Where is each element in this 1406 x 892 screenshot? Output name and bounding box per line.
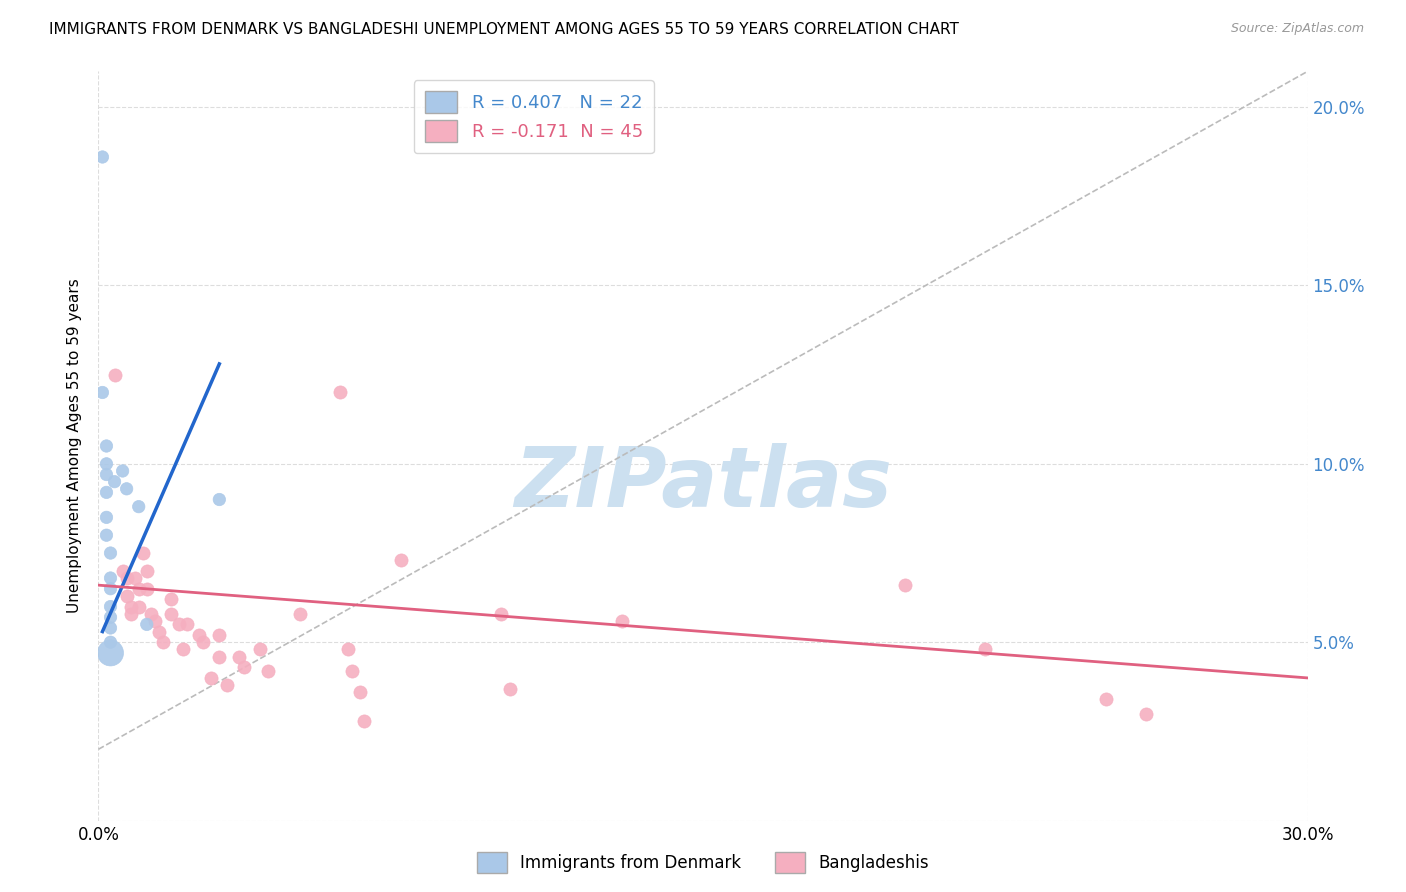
- Point: [103, 368, 125, 382]
- Point: [120, 599, 142, 614]
- Point: [148, 624, 170, 639]
- Point: [115, 482, 138, 496]
- Point: [100, 635, 122, 649]
- Point: [100, 610, 122, 624]
- Point: [974, 642, 997, 657]
- Point: [124, 571, 146, 585]
- Point: [96, 510, 118, 524]
- Point: [96, 439, 118, 453]
- Point: [135, 582, 157, 596]
- Point: [208, 628, 231, 642]
- Point: [96, 528, 118, 542]
- Point: [337, 642, 360, 657]
- Point: [172, 642, 194, 657]
- Point: [111, 564, 134, 578]
- Point: [893, 578, 915, 592]
- Point: [389, 553, 412, 567]
- Point: [100, 646, 122, 660]
- Point: [128, 599, 150, 614]
- Text: IMMIGRANTS FROM DENMARK VS BANGLADESHI UNEMPLOYMENT AMONG AGES 55 TO 59 YEARS CO: IMMIGRANTS FROM DENMARK VS BANGLADESHI U…: [49, 22, 959, 37]
- Point: [256, 664, 278, 678]
- Point: [342, 664, 364, 678]
- Point: [329, 385, 352, 400]
- Point: [491, 607, 513, 621]
- Point: [91, 385, 114, 400]
- Point: [120, 607, 142, 621]
- Point: [167, 617, 190, 632]
- Point: [115, 589, 138, 603]
- Point: [128, 500, 150, 514]
- Point: [228, 649, 250, 664]
- Y-axis label: Unemployment Among Ages 55 to 59 years: Unemployment Among Ages 55 to 59 years: [67, 278, 83, 614]
- Text: Source: ZipAtlas.com: Source: ZipAtlas.com: [1230, 22, 1364, 36]
- Point: [353, 714, 375, 728]
- Point: [100, 599, 122, 614]
- Point: [208, 492, 231, 507]
- Point: [200, 671, 222, 685]
- Text: ZIPatlas: ZIPatlas: [515, 443, 891, 524]
- Point: [176, 617, 198, 632]
- Point: [96, 457, 118, 471]
- Point: [188, 628, 211, 642]
- Legend: R = 0.407   N = 22, R = -0.171  N = 45: R = 0.407 N = 22, R = -0.171 N = 45: [413, 80, 654, 153]
- Point: [135, 564, 157, 578]
- Point: [160, 592, 183, 607]
- Point: [232, 660, 254, 674]
- Point: [100, 582, 122, 596]
- Point: [143, 614, 166, 628]
- Point: [91, 150, 114, 164]
- Point: [1095, 692, 1118, 706]
- Point: [498, 681, 520, 696]
- Point: [217, 678, 239, 692]
- Legend: Immigrants from Denmark, Bangladeshis: Immigrants from Denmark, Bangladeshis: [471, 846, 935, 880]
- Point: [111, 464, 134, 478]
- Point: [193, 635, 215, 649]
- Point: [135, 617, 157, 632]
- Point: [208, 649, 231, 664]
- Point: [100, 546, 122, 560]
- Point: [349, 685, 371, 699]
- Point: [103, 475, 125, 489]
- Point: [152, 635, 174, 649]
- Point: [96, 485, 118, 500]
- Point: [132, 546, 155, 560]
- Point: [1135, 706, 1157, 721]
- Point: [128, 582, 150, 596]
- Point: [100, 571, 122, 585]
- Point: [249, 642, 271, 657]
- Point: [160, 607, 183, 621]
- Point: [612, 614, 634, 628]
- Point: [115, 571, 138, 585]
- Point: [288, 607, 311, 621]
- Point: [139, 607, 162, 621]
- Point: [100, 621, 122, 635]
- Point: [96, 467, 118, 482]
